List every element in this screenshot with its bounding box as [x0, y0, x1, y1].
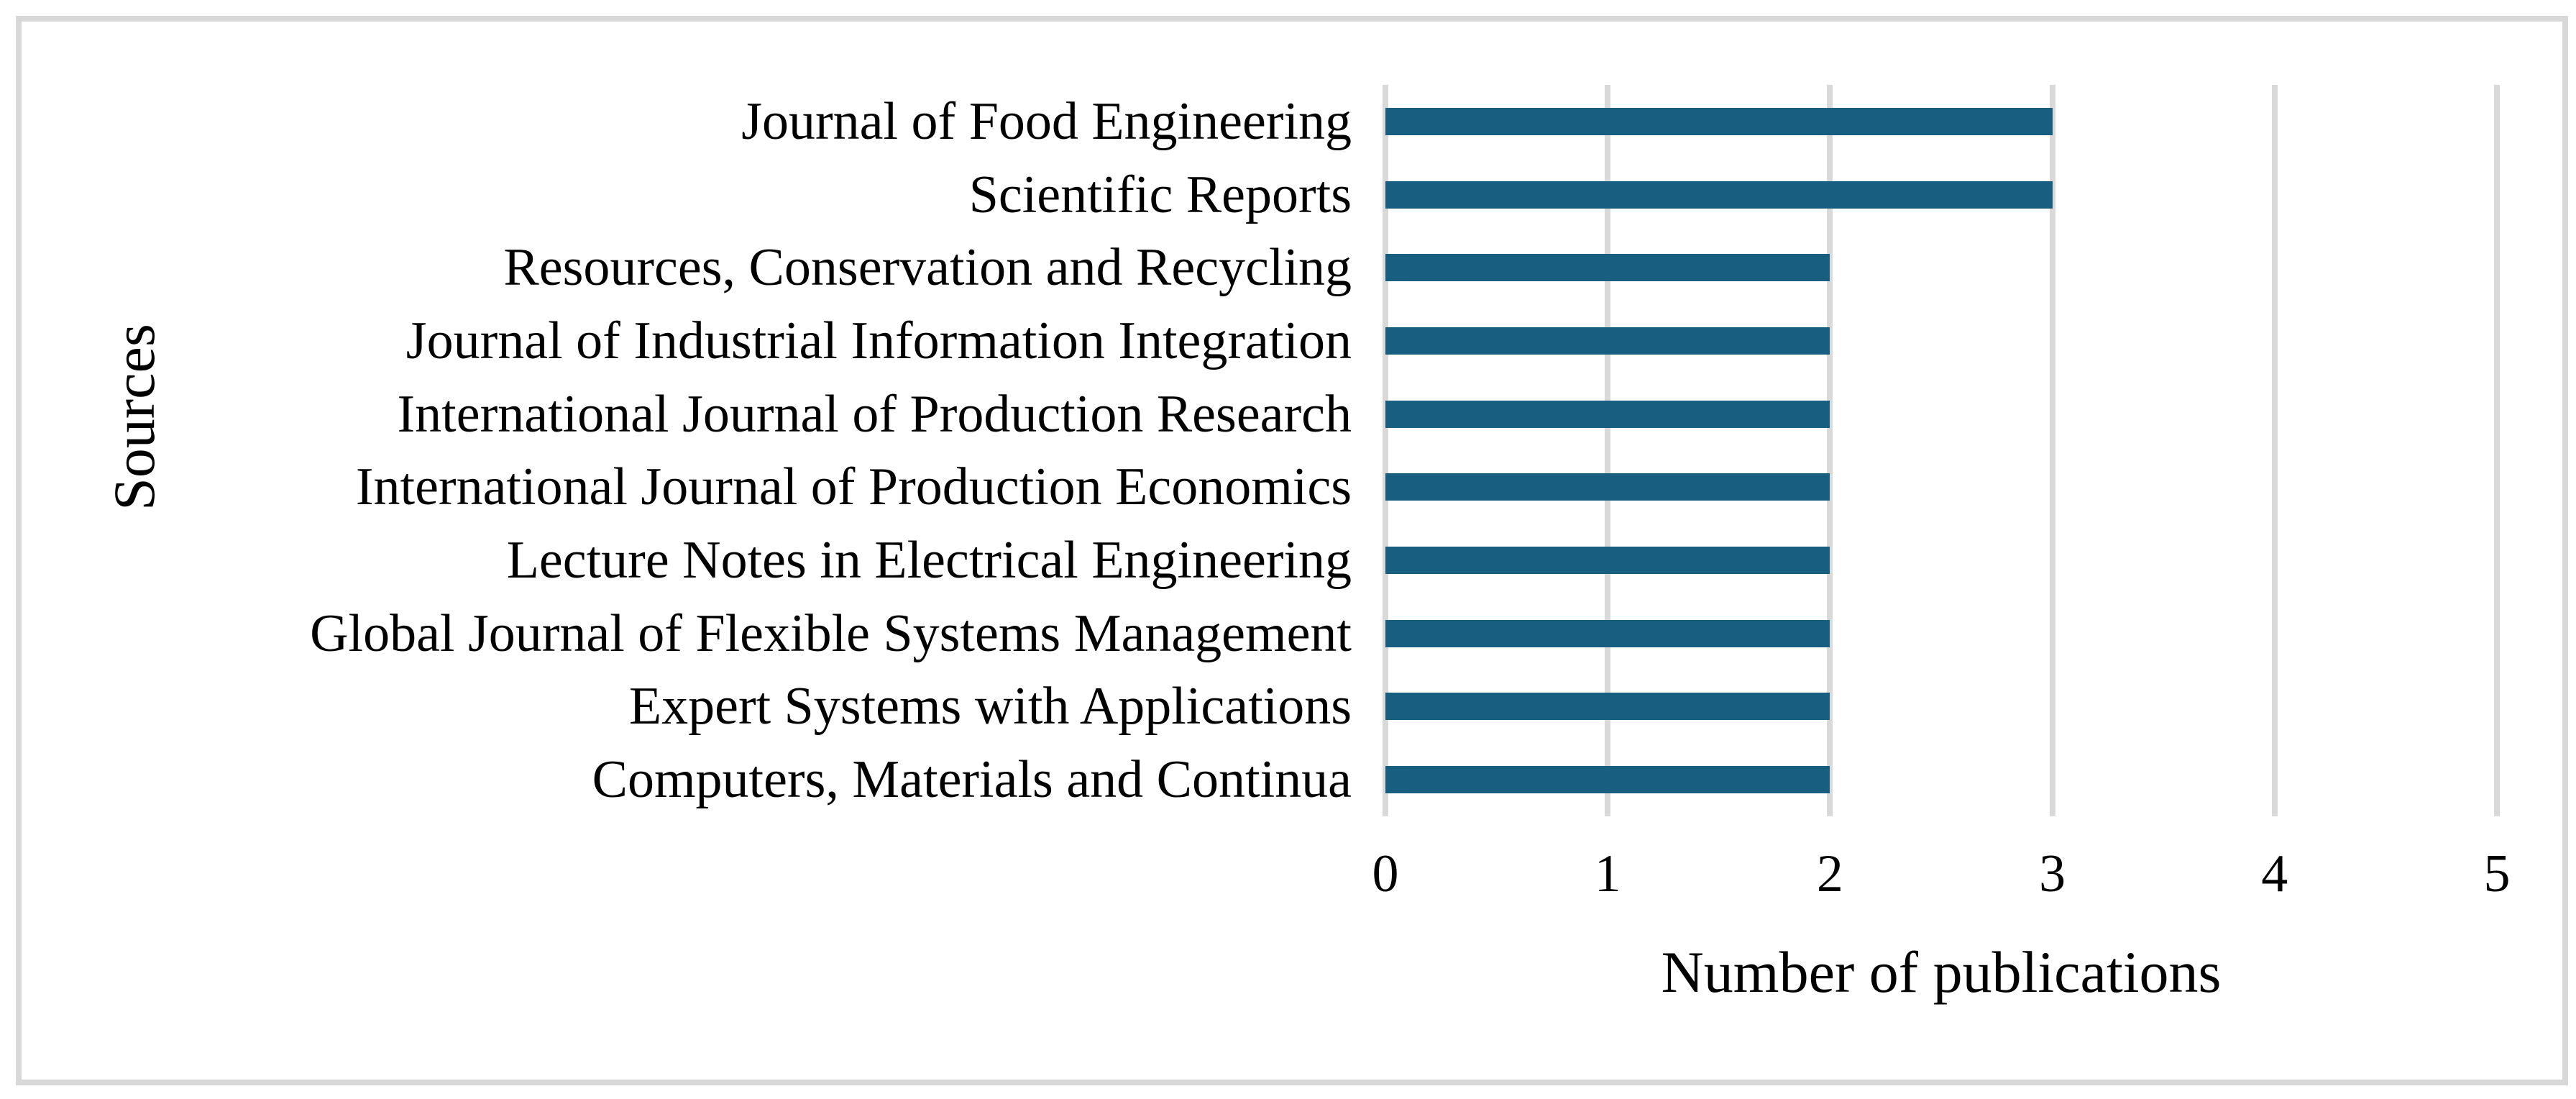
category-label: Lecture Notes in Electrical Engineering [506, 531, 1352, 590]
x-tick-label: 3 [2039, 844, 2066, 903]
bar [1385, 473, 1830, 501]
category-label: International Journal of Production Econ… [355, 457, 1352, 517]
bar [1385, 181, 2053, 209]
x-tick-label: 1 [1594, 844, 1621, 903]
bar [1385, 693, 1830, 721]
chart-frame [16, 16, 2568, 1085]
category-label: Scientific Reports [968, 165, 1352, 224]
gridline [2049, 85, 2055, 816]
x-axis-title: Number of publications [1661, 939, 2222, 1005]
gridline [1827, 85, 1833, 816]
x-tick-label: 4 [2261, 844, 2288, 903]
bar [1385, 327, 1830, 355]
gridline [2494, 85, 2500, 816]
category-label: Global Journal of Flexible Systems Manag… [310, 603, 1352, 663]
category-label: International Journal of Production Rese… [397, 384, 1352, 444]
gridline [2271, 85, 2278, 816]
bar [1385, 400, 1830, 428]
category-label: Computers, Materials and Continua [592, 750, 1352, 810]
category-label: Journal of Industrial Information Integr… [405, 311, 1352, 370]
bar [1385, 547, 1830, 575]
bar [1385, 619, 1830, 647]
bar [1385, 107, 2053, 135]
bar [1385, 766, 1830, 794]
category-label: Resources, Conservation and Recycling [503, 238, 1352, 298]
bar [1385, 254, 1830, 282]
x-tick-label: 5 [2483, 844, 2511, 903]
category-label: Journal of Food Engineering [741, 91, 1352, 151]
x-tick-label: 2 [1816, 844, 1843, 903]
gridline [1383, 85, 1388, 816]
x-tick-label: 0 [1372, 844, 1399, 903]
category-label: Expert Systems with Applications [628, 677, 1352, 737]
gridline [1605, 85, 1611, 816]
